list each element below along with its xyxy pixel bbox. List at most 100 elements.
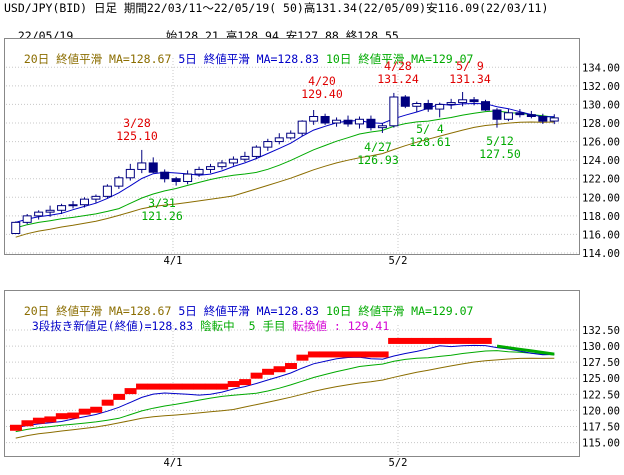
annotation-value: 125.10 [116,129,158,143]
kagi-up-brick [55,413,68,420]
candle-body [435,103,445,110]
kagi-up-brick [262,368,275,375]
kagi-up-brick [158,383,171,390]
candle-body [469,99,479,103]
candle-body [102,185,112,197]
kagi-up-brick [32,417,45,424]
candle-body [183,173,193,182]
candle-body [91,195,101,200]
candle-body [377,125,387,129]
kagi-up-brick [193,383,206,390]
legend-ma10: 10日 終値平滑 MA=129.07 [325,52,474,66]
kagi-up-brick [376,351,389,358]
candle-body [79,198,89,206]
kagi-down-line [496,344,555,356]
candle-body [274,137,284,143]
candle-body [68,204,78,207]
candle-body [423,103,433,110]
kagi-up-brick [147,383,160,390]
candle-body [45,209,55,213]
ma10-line [15,110,555,229]
candle-body [503,112,513,120]
kagi-up-brick [353,351,366,358]
kagi-up-brick [216,383,229,390]
candle-body [217,162,227,168]
candle-body [114,177,124,187]
candle-body [481,101,491,111]
candle-body [320,116,330,124]
candle-body [125,168,135,179]
candle-body [263,141,273,148]
candle-body [194,168,204,175]
legend2-ma5: 5日 終値平滑 MA=128.83 [178,304,319,318]
annotation-date: 5/12 [486,134,514,148]
kagi-up-brick [388,337,401,344]
annotation-value: 131.24 [377,72,419,86]
kagi-up-brick [342,351,355,358]
y-tick-label: 114.00 [582,248,620,260]
ma5-line-2 [15,344,555,429]
kagi-up-brick [307,351,320,358]
candle-body [526,114,536,118]
kagi-up-brick [422,337,435,344]
kagi-up-brick [181,383,194,390]
candle-body [148,162,158,173]
annotation-date: 4/28 [384,59,412,73]
candle-body [366,118,376,129]
annotation-date: 5/ 4 [416,122,444,136]
legend2-ma10: 10日 終値平滑 MA=129.07 [325,304,474,318]
kagi-up-brick [67,412,80,419]
kagi-up-brick [445,337,458,344]
kagi-up-brick [456,337,469,344]
ma10-line-2 [15,350,555,433]
candle-body [446,102,456,105]
y-tick-label: 126.00 [582,137,620,149]
candle-body [34,211,44,217]
x-tick-label: 5/2 [389,255,408,267]
price-chart-panel [4,38,580,255]
ma20-line-2 [15,357,555,439]
legend-ma5: 5日 終値平滑 MA=128.83 [178,52,319,66]
candle-body [251,146,261,157]
candle-body [286,132,296,139]
kagi-chart-panel [4,290,580,457]
kagi-up-brick [285,363,297,370]
top-legend: 20日 終値平滑 MA=128.67 5日 終値平滑 MA=128.83 10日 終… [10,38,474,66]
kagi-up-brick [296,354,309,361]
kagi-up-brick [239,379,252,386]
kagi-up-brick [170,383,183,390]
annotation-date: 3/28 [123,116,151,130]
kagi-up-brick [250,372,263,379]
candle-body [240,155,250,160]
annotation-date: 5/ 9 [456,59,484,73]
candle-body [309,116,319,122]
candle-body [137,162,147,170]
candle-body [412,103,422,107]
y-tick-label-2: 122.50 [582,389,620,401]
candle-body [458,99,468,104]
y-tick-label-2: 132.50 [582,325,620,337]
kagi-up-brick [319,351,332,358]
bottom-legend: 20日 終値平滑 MA=128.67 5日 終値平滑 MA=128.83 10日 終… [10,290,474,318]
candle-body [206,166,216,170]
x-tick-label-2: 5/2 [389,457,408,469]
candle-body [389,96,399,127]
y-tick-label: 118.00 [582,211,620,223]
annotation-value: 127.50 [479,147,521,161]
annotation-value: 121.26 [141,209,183,223]
kagi-up-brick [124,388,137,395]
candle-body [343,119,353,125]
annotation-value: 128.61 [409,135,451,149]
kagi-up-brick [330,351,343,358]
kagi-up-brick [78,408,91,415]
candle-body [171,178,181,182]
x-tick-label-2: 4/1 [164,457,183,469]
candle-body [492,109,502,120]
kagi-up-brick [10,424,22,431]
kagi-up-brick [411,337,423,344]
candle-body [228,158,238,164]
candle-body [515,112,525,116]
y-tick-label: 130.00 [582,99,620,111]
annotation-value: 131.34 [449,72,491,86]
